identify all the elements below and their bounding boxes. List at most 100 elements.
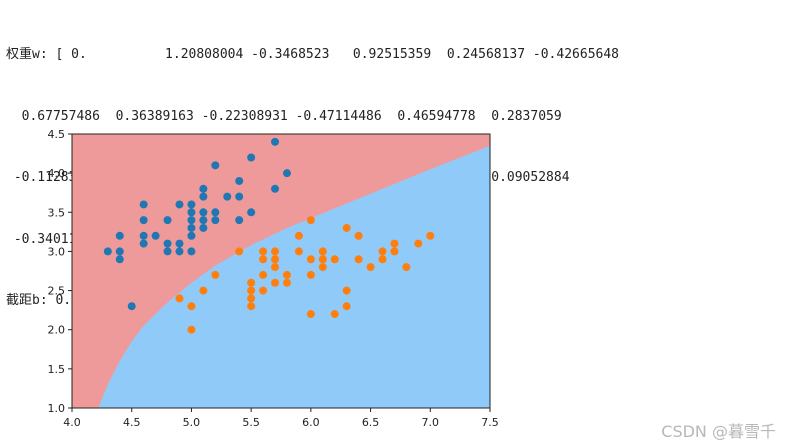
scatter-point-class-1	[294, 231, 303, 240]
scatter-point-class-1	[390, 239, 399, 248]
scatter-point-class-0	[127, 302, 136, 311]
y-tick-label: 3.0	[48, 245, 66, 258]
scatter-point-class-1	[366, 263, 375, 272]
scatter-point-class-1	[378, 247, 387, 256]
scatter-point-class-0	[247, 208, 256, 217]
decision-region-class-1	[98, 145, 490, 408]
scatter-point-class-1	[330, 310, 339, 319]
scatter-point-class-1	[175, 294, 184, 303]
scatter-point-class-0	[187, 208, 196, 217]
scatter-point-class-0	[139, 231, 148, 240]
scatter-point-class-0	[115, 231, 124, 240]
scatter-point-class-1	[318, 247, 327, 256]
weights-line-2: 0.67757486 0.36389163 -0.22308931 -0.471…	[6, 108, 562, 124]
scatter-point-class-1	[354, 255, 363, 264]
x-tick-label: 7.0	[422, 416, 440, 429]
scatter-point-class-0	[211, 208, 220, 217]
y-tick-label: 1.0	[48, 402, 66, 415]
scatter-point-class-1	[342, 302, 351, 311]
scatter-point-class-1	[259, 247, 268, 256]
scatter-point-class-1	[282, 278, 291, 287]
scatter-point-class-0	[175, 239, 184, 248]
scatter-point-class-0	[187, 223, 196, 232]
scatter-point-class-1	[414, 239, 423, 248]
scatter-point-class-1	[187, 302, 196, 311]
x-tick-label: 5.5	[242, 416, 260, 429]
scatter-point-class-1	[378, 255, 387, 264]
scatter-point-class-1	[306, 216, 315, 225]
scatter-point-class-1	[354, 231, 363, 240]
scatter-point-class-0	[199, 184, 208, 193]
scatter-point-class-0	[235, 192, 244, 201]
scatter-point-class-0	[199, 208, 208, 217]
y-tick-label: 4.5	[48, 128, 66, 141]
scatter-point-class-0	[211, 216, 220, 225]
scatter-point-class-0	[187, 200, 196, 209]
y-tick-label: 1.5	[48, 363, 66, 376]
x-tick-label: 6.0	[302, 416, 320, 429]
scatter-point-class-0	[163, 239, 172, 248]
scatter-point-class-1	[187, 325, 196, 334]
scatter-point-class-1	[294, 247, 303, 256]
scatter-point-class-1	[330, 255, 339, 264]
scatter-point-class-0	[187, 231, 196, 240]
scatter-point-class-1	[247, 302, 256, 311]
y-tick-label: 2.5	[48, 285, 66, 298]
x-tick-label: 7.5	[481, 416, 499, 429]
scatter-point-class-1	[271, 255, 280, 264]
scatter-point-class-1	[271, 263, 280, 272]
scatter-point-class-1	[259, 270, 268, 279]
scatter-point-class-0	[199, 192, 208, 201]
x-tick-label: 6.5	[362, 416, 380, 429]
scatter-point-class-1	[318, 255, 327, 264]
scatter-point-class-0	[199, 223, 208, 232]
scatter-point-class-0	[139, 200, 148, 209]
scatter-point-class-0	[163, 247, 172, 256]
plot-frame	[71, 133, 491, 409]
scatter-point-class-0	[151, 231, 160, 240]
watermark: CSDN @暮雪千	[661, 422, 776, 441]
scatter-point-class-1	[306, 255, 315, 264]
scatter-point-class-0	[235, 176, 244, 185]
weights-line-1: 权重w: [ 0. 1.20808004 -0.3468523 0.925153…	[6, 47, 619, 62]
scatter-point-class-0	[103, 247, 112, 256]
scatter-point-class-1	[271, 247, 280, 256]
scatter-point-class-1	[247, 286, 256, 295]
scatter-point-class-1	[247, 278, 256, 287]
scatter-point-class-0	[175, 247, 184, 256]
x-tick-label: 4.5	[123, 416, 141, 429]
scatter-point-class-1	[282, 270, 291, 279]
scatter-point-class-0	[187, 247, 196, 256]
scatter-point-class-0	[223, 192, 232, 201]
scatter-point-class-1	[306, 310, 315, 319]
scatter-point-class-1	[402, 263, 411, 272]
scatter-point-class-0	[271, 137, 280, 146]
x-tick-label: 5.0	[183, 416, 201, 429]
scatter-point-class-0	[211, 161, 220, 170]
scatter-point-class-0	[115, 247, 124, 256]
scatter-point-class-0	[175, 200, 184, 209]
scatter-point-class-1	[306, 270, 315, 279]
scatter-point-class-0	[235, 216, 244, 225]
scatter-point-class-1	[259, 286, 268, 295]
y-tick-label: 3.5	[48, 206, 66, 219]
scatter-point-class-1	[390, 247, 399, 256]
scatter-point-class-0	[139, 216, 148, 225]
scatter-point-class-1	[211, 270, 220, 279]
scatter-point-class-0	[163, 216, 172, 225]
scatter-point-class-0	[247, 153, 256, 162]
scatter-point-class-0	[115, 255, 124, 264]
x-tick-label: 4.0	[63, 416, 81, 429]
scatter-point-class-1	[342, 223, 351, 232]
scatter-point-class-1	[426, 231, 435, 240]
scatter-point-class-1	[259, 255, 268, 264]
scatter-point-class-1	[199, 286, 208, 295]
scatter-point-class-1	[342, 286, 351, 295]
scatter-point-class-1	[247, 294, 256, 303]
scatter-point-class-0	[187, 216, 196, 225]
y-tick-label: 4.0	[48, 167, 66, 180]
scatter-point-class-0	[199, 216, 208, 225]
scatter-point-class-1	[235, 247, 244, 256]
scatter-point-class-0	[271, 184, 280, 193]
